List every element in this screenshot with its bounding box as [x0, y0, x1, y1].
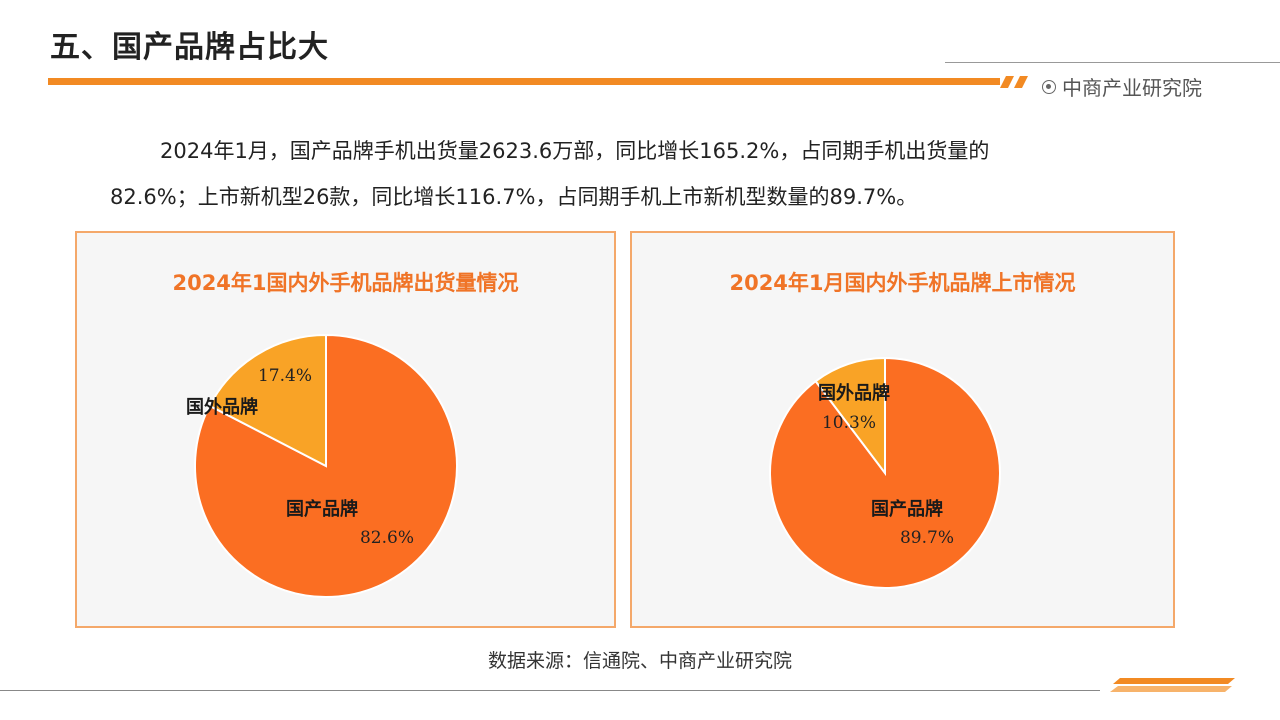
shipment-chart-panel: 2024年1国内外手机品牌出货量情况 国产品牌 82.6% 国外品牌 17.4% — [75, 231, 616, 628]
intro-text: 2024年1月，国产品牌手机出货量2623.6万部，同比增长165.2%，占同期… — [110, 128, 1170, 220]
footer-divider — [0, 690, 1100, 691]
intro-line-1: 2024年1月，国产品牌手机出货量2623.6万部，同比增长165.2%，占同期… — [160, 139, 990, 163]
slice-value-label: 10.3% — [822, 413, 876, 433]
slice-label: 国外品牌 — [186, 396, 258, 418]
intro-line-2: 82.6%；上市新机型26款，同比增长116.7%，占同期手机上市新机型数量的8… — [110, 185, 918, 209]
chart-title: 2024年1国内外手机品牌出货量情况 — [172, 271, 519, 295]
chart-title: 2024年1月国内外手机品牌上市情况 — [729, 271, 1076, 295]
footer-decoration-icon — [1110, 678, 1235, 692]
page-title: 五、国产品牌占比大 — [50, 30, 329, 65]
pie-slice-foreign — [208, 333, 327, 468]
brand-name: 中商产业研究院 — [1062, 76, 1202, 100]
brand-logo: 中商产业研究院 — [1042, 72, 1202, 101]
launch-chart-panel: 2024年1月国内外手机品牌上市情况 国产品牌 89.7% 国外品牌 10.3% — [630, 231, 1175, 628]
slice-label: 国产品牌 — [286, 498, 358, 520]
slice-label: 国产品牌 — [871, 498, 943, 520]
slice-label: 国外品牌 — [818, 382, 890, 404]
data-source: 数据来源：信通院、中商产业研究院 — [487, 650, 792, 672]
header-divider — [945, 62, 1280, 63]
pie-slice-foreign — [814, 356, 886, 476]
slice-value-label: 89.7% — [900, 528, 954, 548]
target-icon — [1042, 79, 1056, 94]
title-accent-bar — [48, 78, 1000, 85]
slice-value-label: 82.6% — [360, 528, 414, 548]
slash-decoration-icon — [1000, 76, 1028, 88]
launch-pie-chart: 国产品牌 89.7% 国外品牌 10.3% — [768, 356, 1001, 589]
slice-value-label: 17.4% — [258, 366, 312, 386]
